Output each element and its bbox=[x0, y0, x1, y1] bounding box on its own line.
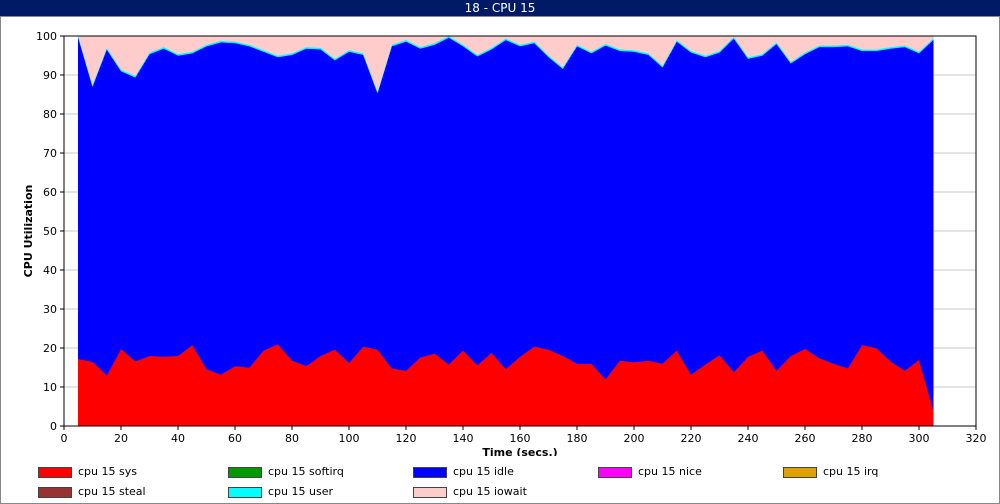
x-tick-label: 320 bbox=[966, 432, 987, 445]
legend-swatch bbox=[38, 486, 72, 498]
cpu-area-chart: 0 20 40 60 80 100 120 140 160 180 200 220 240 260 280 3… bbox=[22, 30, 987, 456]
x-tick-label: 120 bbox=[396, 432, 417, 445]
y-tick-label: 80 bbox=[43, 108, 57, 121]
legend-label: cpu 15 user bbox=[268, 485, 333, 498]
legend-swatch bbox=[783, 466, 817, 478]
y-tick-label: 40 bbox=[43, 264, 57, 277]
legend-swatch bbox=[228, 486, 262, 498]
x-tick-label: 40 bbox=[171, 432, 185, 445]
y-tick-label: 60 bbox=[43, 186, 57, 199]
x-tick-label: 140 bbox=[453, 432, 474, 445]
x-tick-label: 260 bbox=[795, 432, 816, 445]
y-tick-label: 10 bbox=[43, 381, 57, 394]
legend-swatch bbox=[413, 486, 447, 498]
stacked-areas bbox=[77, 35, 934, 427]
legend-item: cpu 15 idle bbox=[413, 465, 514, 479]
y-tick-label: 30 bbox=[43, 303, 57, 316]
legend-item: cpu 15 user bbox=[228, 485, 333, 499]
x-tick-label: 0 bbox=[61, 432, 68, 445]
legend-item: cpu 15 iowait bbox=[413, 485, 527, 499]
chart-legend: cpu 15 sys cpu 15 softirq cpu 15 idle cpu 1… bbox=[0, 456, 1000, 504]
x-tick-label: 100 bbox=[339, 432, 360, 445]
y-axis-ticks: 0 10 20 30 40 50 60 70 80 90 100 bbox=[36, 30, 64, 433]
legend-label: cpu 15 softirq bbox=[268, 465, 344, 478]
y-tick-label: 20 bbox=[43, 342, 57, 355]
legend-label: cpu 15 irq bbox=[823, 465, 879, 478]
legend-item: cpu 15 softirq bbox=[228, 465, 344, 479]
legend-label: cpu 15 steal bbox=[78, 485, 146, 498]
legend-swatch bbox=[598, 466, 632, 478]
legend-label: cpu 15 nice bbox=[638, 465, 702, 478]
x-tick-label: 240 bbox=[738, 432, 759, 445]
x-tick-label: 180 bbox=[567, 432, 588, 445]
x-tick-label: 220 bbox=[681, 432, 702, 445]
y-tick-label: 100 bbox=[36, 30, 57, 43]
y-tick-label: 70 bbox=[43, 147, 57, 160]
legend-item: cpu 15 nice bbox=[598, 465, 702, 479]
y-tick-label: 90 bbox=[43, 69, 57, 82]
y-tick-label: 50 bbox=[43, 225, 57, 238]
y-axis-label: CPU Utilization bbox=[22, 185, 35, 278]
x-tick-label: 20 bbox=[114, 432, 128, 445]
x-axis-label: Time (secs.) bbox=[482, 446, 557, 456]
legend-label: cpu 15 sys bbox=[78, 465, 137, 478]
legend-label: cpu 15 idle bbox=[453, 465, 514, 478]
window-title: 18 - CPU 15 bbox=[0, 0, 1000, 16]
legend-swatch bbox=[413, 466, 447, 478]
x-tick-label: 300 bbox=[909, 432, 930, 445]
x-tick-label: 200 bbox=[624, 432, 645, 445]
legend-label: cpu 15 iowait bbox=[453, 485, 527, 498]
x-axis-ticks: 0 20 40 60 80 100 120 140 160 180 200 220 240 260 280 3… bbox=[61, 426, 987, 445]
y-tick-label: 0 bbox=[50, 420, 57, 433]
legend-swatch bbox=[228, 466, 262, 478]
x-tick-label: 160 bbox=[510, 432, 531, 445]
legend-swatch bbox=[38, 466, 72, 478]
x-tick-label: 80 bbox=[285, 432, 299, 445]
legend-item: cpu 15 steal bbox=[38, 485, 146, 499]
x-tick-label: 280 bbox=[852, 432, 873, 445]
x-tick-label: 60 bbox=[228, 432, 242, 445]
legend-item: cpu 15 sys bbox=[38, 465, 137, 479]
legend-item: cpu 15 irq bbox=[783, 465, 878, 479]
